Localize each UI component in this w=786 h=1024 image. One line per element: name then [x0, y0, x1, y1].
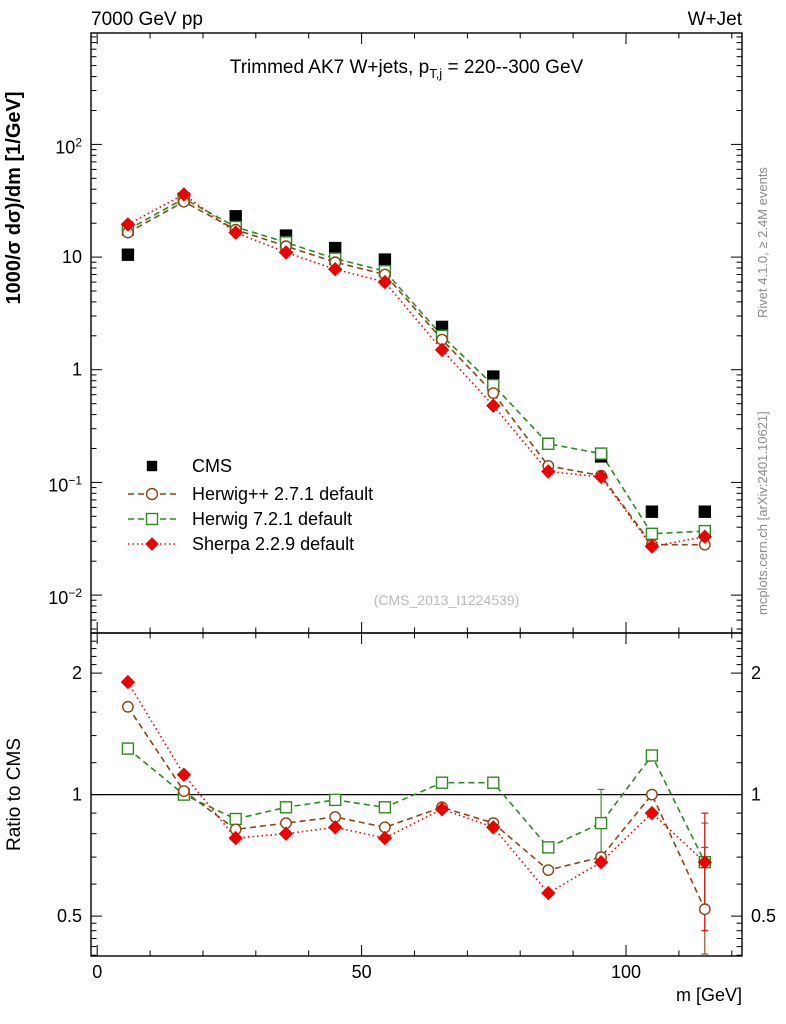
svg-text:Sherpa 2.2.9 default: Sherpa 2.2.9 default: [192, 534, 354, 554]
svg-text:Herwig++ 2.7.1 default: Herwig++ 2.7.1 default: [192, 484, 373, 504]
svg-text:(CMS_2013_I1224539): (CMS_2013_I1224539): [374, 592, 520, 608]
svg-text:1: 1: [72, 360, 82, 380]
svg-text:1000/σ dσ)/dm [1/GeV]: 1000/σ dσ)/dm [1/GeV]: [3, 92, 25, 305]
svg-text:Rivet 4.1.0, ≥ 2.4M events: Rivet 4.1.0, ≥ 2.4M events: [755, 167, 770, 318]
svg-text:1: 1: [751, 785, 761, 805]
svg-text:7000 GeV pp: 7000 GeV pp: [91, 9, 203, 30]
svg-text:0: 0: [92, 962, 102, 982]
svg-text:50: 50: [352, 962, 372, 982]
svg-text:0.5: 0.5: [57, 906, 82, 926]
svg-text:10: 10: [62, 247, 82, 267]
svg-text:Ratio to CMS: Ratio to CMS: [4, 738, 25, 851]
svg-text:100: 100: [611, 962, 641, 982]
svg-text:Herwig 7.2.1 default: Herwig 7.2.1 default: [192, 509, 352, 529]
svg-text:1: 1: [72, 785, 82, 805]
svg-text:2: 2: [72, 663, 82, 683]
svg-text:0.5: 0.5: [751, 906, 776, 926]
svg-text:mcplots.cern.ch [arXiv:2401.10: mcplots.cern.ch [arXiv:2401.10621]: [755, 411, 770, 615]
svg-text:Trimmed AK7 W+jets, pT,j = 220: Trimmed AK7 W+jets, pT,j = 220--300 GeV: [230, 57, 584, 81]
svg-text:2: 2: [751, 663, 761, 683]
svg-text:m [GeV]: m [GeV]: [676, 985, 742, 1005]
svg-text:CMS: CMS: [192, 456, 232, 476]
svg-text:W+Jet: W+Jet: [688, 9, 743, 30]
